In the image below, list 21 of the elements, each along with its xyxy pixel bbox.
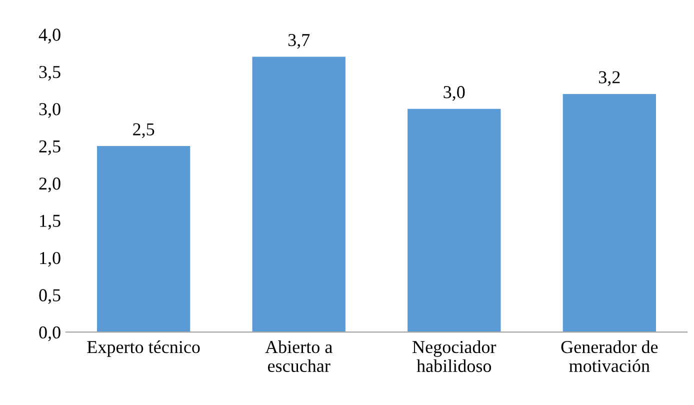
y-tick-label: 2,0 [39, 178, 60, 192]
y-tick-label: 1,0 [40, 252, 60, 267]
bar [252, 56, 346, 332]
data-label: 3,2 [598, 71, 620, 86]
y-tick-label: 2,5 [39, 140, 60, 156]
y-tick-label: 0,0 [39, 326, 60, 342]
y-tick-label: 3,0 [39, 103, 60, 118]
x-tick-label: Experto técnico [87, 340, 200, 357]
bar [562, 94, 656, 332]
x-tick-label: Generador de motivación [561, 340, 658, 372]
x-tick-label: Abierto a escuchar [265, 340, 332, 372]
y-tick-label: 1,5 [40, 214, 60, 230]
bar [408, 108, 501, 332]
bar [96, 146, 190, 332]
y-tick-label: 0,5 [39, 289, 60, 304]
data-label: 3,7 [288, 34, 310, 49]
y-tick-label: 3,5 [39, 66, 60, 81]
data-label: 3,0 [444, 86, 465, 101]
data-label: 2,5 [133, 123, 154, 138]
y-tick-label: 4,0 [38, 28, 60, 44]
x-tick-label: Negociador habilidoso [412, 340, 496, 372]
